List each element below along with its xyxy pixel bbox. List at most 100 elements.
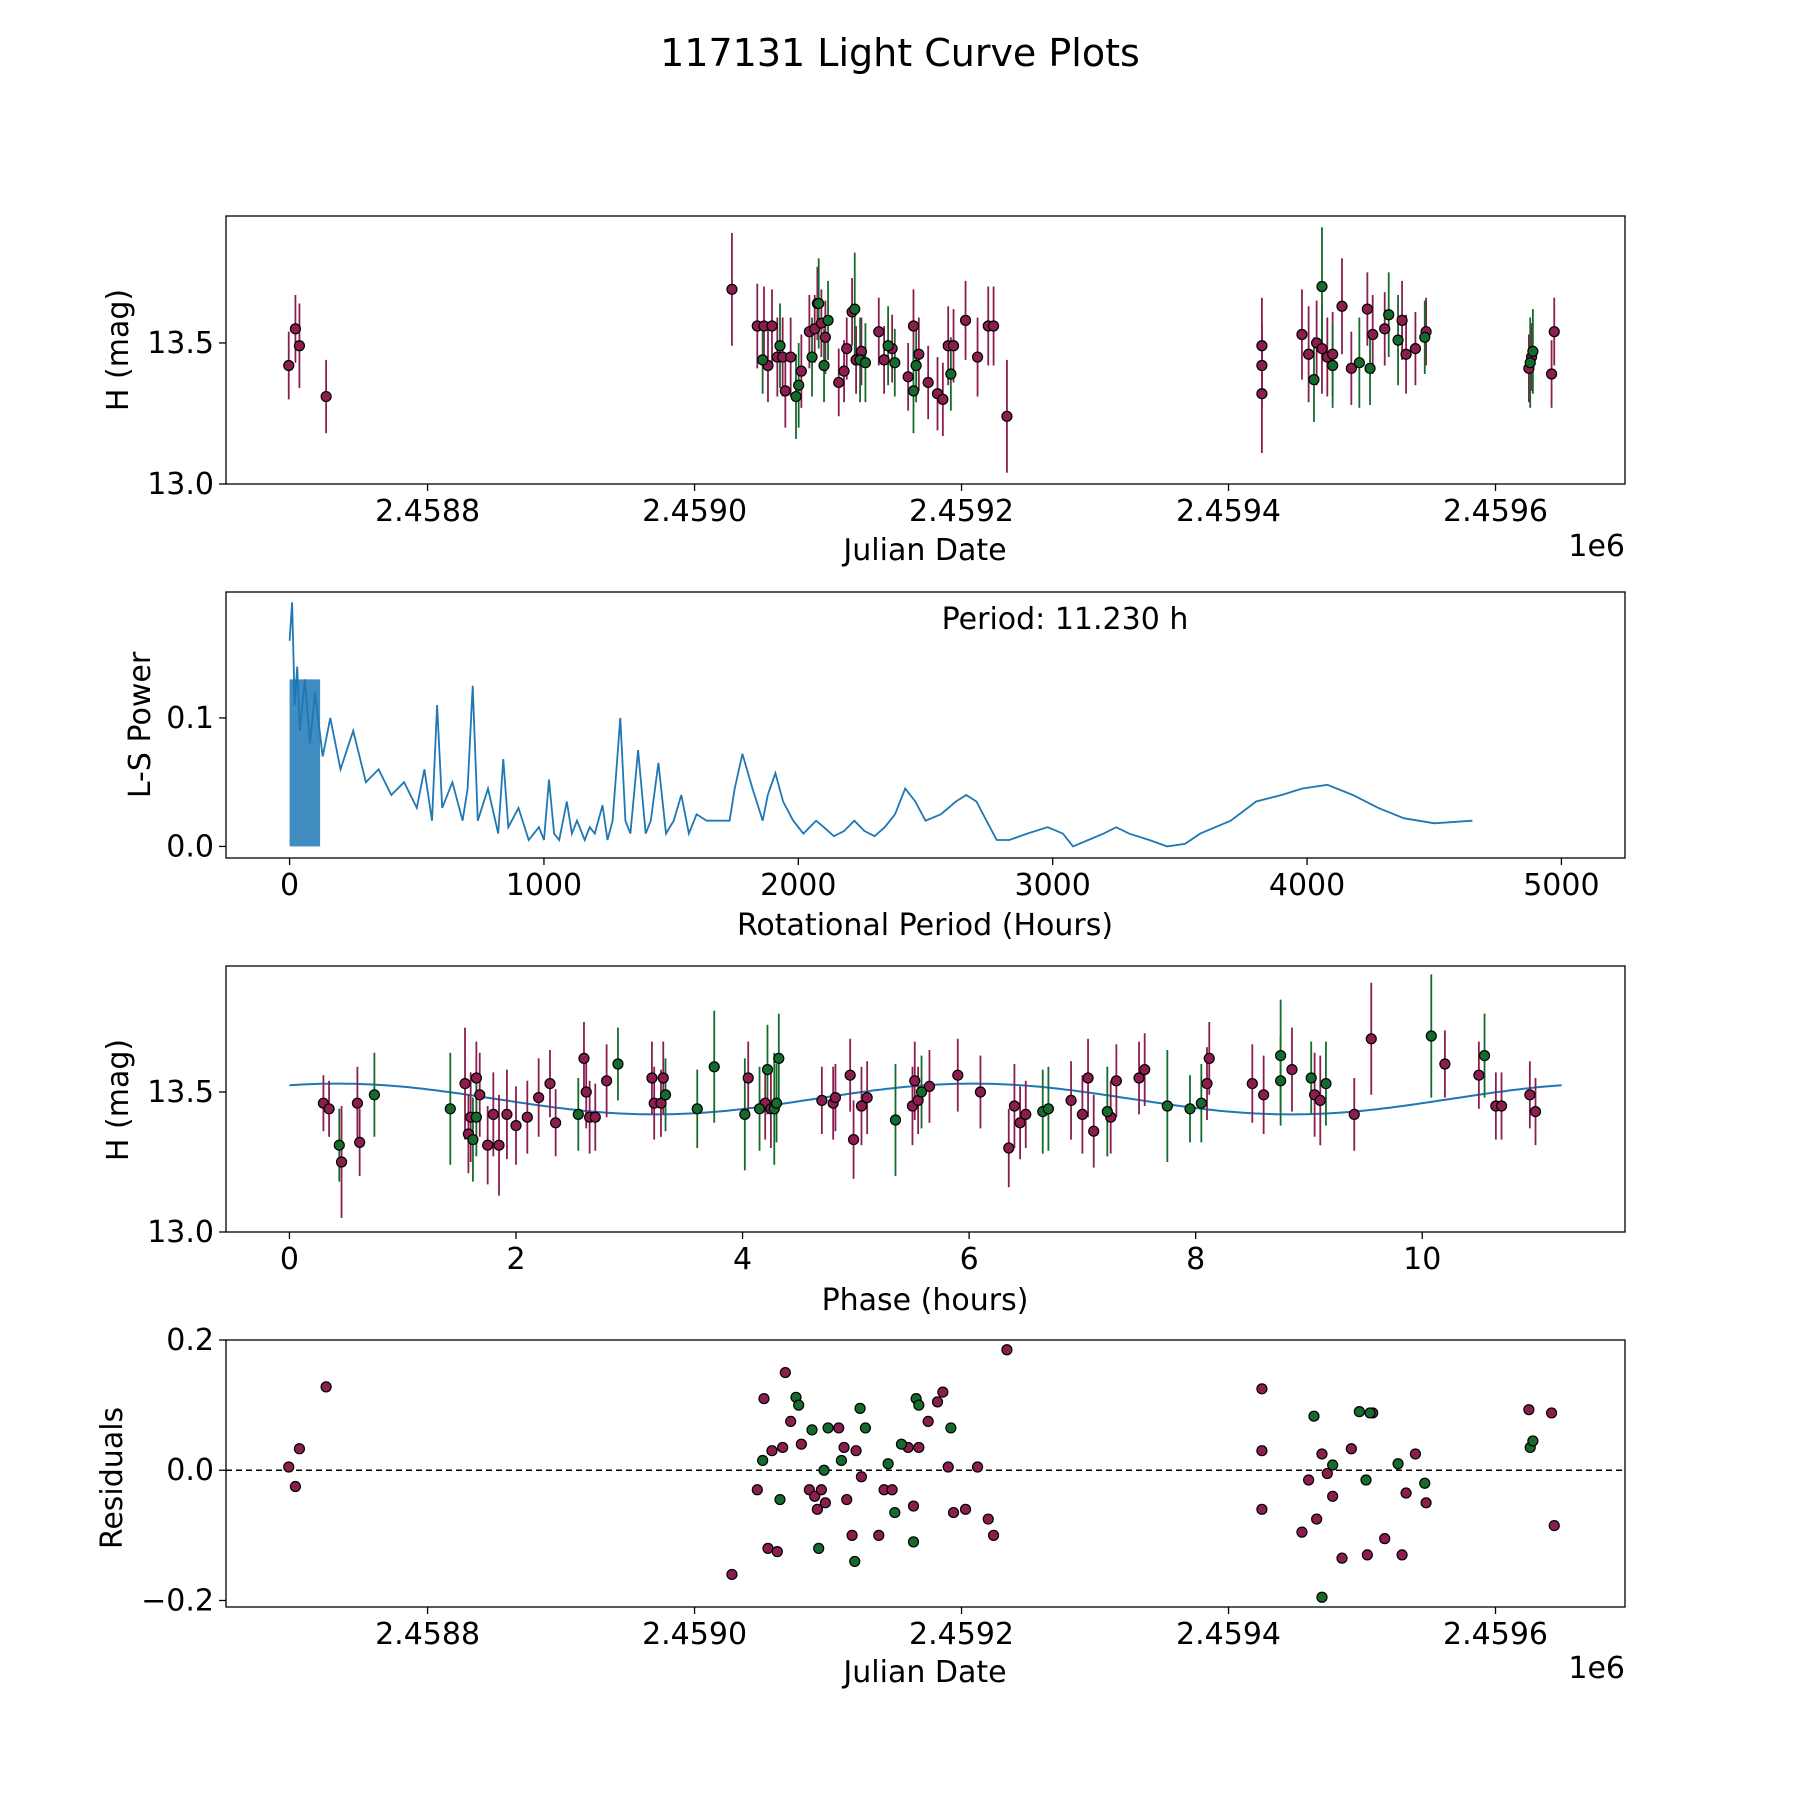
phased-point-g [467, 1133, 479, 1146]
residuals-point-r [320, 1381, 332, 1393]
periodogram-frame [225, 591, 1626, 859]
lightcurve-point-g [806, 351, 818, 363]
residuals-point-r [771, 1546, 783, 1558]
lightcurve-ytick-label: 13.0 [147, 467, 214, 502]
residuals-point-r [1400, 1487, 1412, 1499]
lightcurve-point-r [959, 314, 972, 326]
lightcurve-point-r [819, 331, 831, 343]
periodogram-series-line [288, 602, 1473, 848]
residuals-point-g [793, 1399, 805, 1411]
residuals-point-g [1419, 1477, 1431, 1489]
lightcurve-ytick-label: 13.5 [147, 326, 214, 361]
residuals-point-r [726, 1568, 738, 1581]
lightcurve-xtick-label: 2.4594 [1176, 494, 1281, 529]
phased-point-g [1042, 1103, 1055, 1115]
lightcurve-point-r [873, 326, 885, 338]
residuals-point-r [1256, 1503, 1268, 1515]
residuals-point-r [1545, 1407, 1558, 1419]
residuals-point-r [833, 1422, 845, 1434]
residuals-point-r [1523, 1404, 1535, 1416]
phased-ylabel: H (mag) [101, 1039, 136, 1161]
residuals-point-g [859, 1422, 872, 1434]
phased-point-r [1088, 1125, 1100, 1137]
phased-point-r [601, 1075, 613, 1087]
lightcurve-point-r [1396, 314, 1408, 326]
lightcurve-point-g [1392, 334, 1404, 346]
phased-point-r [1529, 1105, 1542, 1118]
periodogram-ytick-label: 0.1 [166, 701, 214, 736]
residuals-point-r [1396, 1549, 1408, 1561]
phased-point-r [474, 1089, 486, 1101]
residuals-frame [225, 1339, 1626, 1608]
residuals-point-g [895, 1438, 908, 1450]
phased-point-r [952, 1069, 964, 1081]
residuals-point-r [947, 1506, 960, 1519]
phased-point-r [1258, 1089, 1270, 1101]
phased-xtick-label: 4 [733, 1242, 752, 1277]
lightcurve-point-r [795, 365, 807, 377]
periodogram-ytick-label: 0.0 [166, 829, 214, 864]
residuals-point-g [1527, 1435, 1539, 1447]
residuals-point-g [813, 1542, 825, 1554]
phased-point-r [1203, 1052, 1215, 1065]
residuals-point-g [889, 1506, 901, 1519]
phased-point-r [844, 1069, 856, 1081]
phased-point-r [354, 1136, 366, 1149]
residuals-point-r [1296, 1526, 1308, 1538]
residuals-point-r [1361, 1549, 1373, 1561]
lightcurve-point-r [1296, 328, 1308, 341]
phased-point-g [1195, 1097, 1207, 1109]
residuals-point-r [751, 1484, 763, 1496]
lightcurve-point-g [818, 359, 830, 372]
phased-point-r [1286, 1063, 1298, 1076]
lightcurve-point-g [1327, 359, 1339, 372]
residuals-point-g [913, 1399, 925, 1411]
lightcurve-point-r [320, 390, 332, 403]
residuals-xtick-label: 2.4588 [375, 1617, 480, 1652]
lightcurve-point-g [1419, 331, 1431, 343]
phased-point-g [773, 1052, 785, 1065]
lightcurve-point-r [1256, 388, 1268, 400]
residuals-point-g [849, 1555, 861, 1568]
lightcurve-xtick-label: 2.4588 [375, 494, 480, 529]
phased-point-r [1348, 1108, 1360, 1121]
phased-point-r [482, 1139, 494, 1151]
residuals-point-r [855, 1471, 868, 1483]
phased-point-g [444, 1103, 456, 1115]
lightcurve-xtick-label: 2.4592 [909, 494, 1014, 529]
periodogram-xtick-label: 5000 [1523, 868, 1599, 903]
lightcurve-point-g [910, 359, 922, 372]
lightcurve-point-r [907, 320, 920, 332]
lightcurve-point-r [971, 351, 984, 363]
phased-point-r [544, 1077, 556, 1090]
residuals-point-r [809, 1490, 821, 1502]
lightcurve-point-g [757, 354, 769, 366]
residuals-point-r [766, 1445, 778, 1457]
residuals-point-g [1308, 1410, 1320, 1422]
lightcurve-point-g [790, 390, 802, 403]
phased-point-r [1133, 1072, 1145, 1084]
lightcurve-point-r [841, 342, 853, 355]
phased-xtick-label: 2 [506, 1242, 525, 1277]
lightcurve-point-r [913, 348, 925, 360]
lightcurve-point-r [1400, 348, 1412, 360]
lightcurve-point-g [774, 340, 786, 352]
phased-point-g [1425, 1030, 1437, 1042]
residuals-point-r [987, 1529, 1000, 1541]
residuals-point-g [1392, 1458, 1404, 1470]
phased-xtick-label: 6 [960, 1242, 979, 1277]
phased-point-r [521, 1111, 533, 1123]
residuals-point-g [1353, 1406, 1365, 1418]
phased-frame [225, 965, 1626, 1233]
phased-point-g [333, 1139, 345, 1151]
phased-point-r [533, 1091, 545, 1104]
phased-point-r [459, 1077, 471, 1090]
residuals-point-g [1360, 1474, 1372, 1486]
residuals-point-g [822, 1422, 834, 1434]
residuals-point-r [819, 1497, 831, 1509]
periodogram-xtick-label: 1000 [506, 868, 582, 903]
residuals-point-r [1379, 1533, 1391, 1545]
lightcurve-point-r [1336, 300, 1348, 312]
residuals-point-g [1364, 1407, 1376, 1419]
residuals-point-r [942, 1461, 954, 1473]
